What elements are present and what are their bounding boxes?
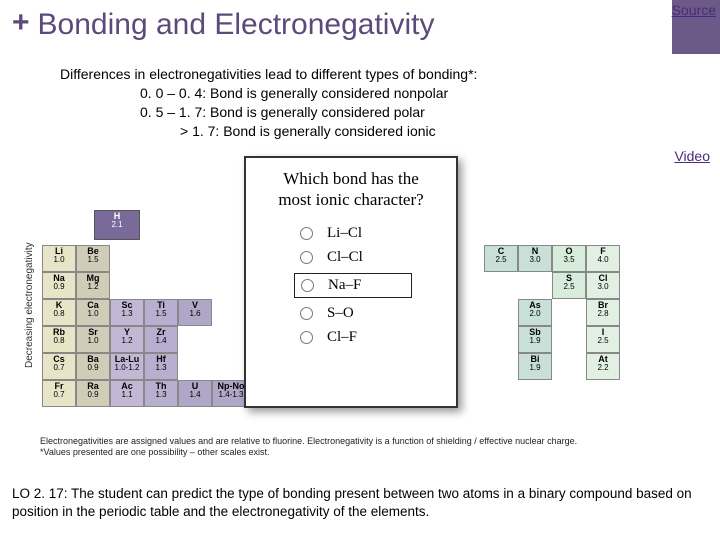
element-cell: Na0.9 — [42, 272, 76, 299]
quiz-option[interactable]: Li–Cl — [300, 225, 448, 242]
radio-icon[interactable] — [300, 227, 313, 240]
quiz-question: Which bond has the most ionic character? — [254, 168, 448, 211]
element-cell: U1.4 — [178, 380, 212, 407]
radio-icon[interactable] — [300, 331, 313, 344]
video-link[interactable]: Video — [674, 148, 710, 164]
element-cell: Hf1.3 — [144, 353, 178, 380]
element-cell: S2.5 — [552, 272, 586, 299]
source-link[interactable]: Source — [672, 2, 716, 18]
footnote: Electronegativities are assigned values … — [40, 436, 680, 459]
element-cell: C2.5 — [484, 245, 518, 272]
radio-icon[interactable] — [300, 251, 313, 264]
element-cell: Ac1.1 — [110, 380, 144, 407]
element-cell: Br2.8 — [586, 299, 620, 326]
element-cell: Ti1.5 — [144, 299, 178, 326]
element-cell: N3.0 — [518, 245, 552, 272]
intro-line: > 1. 7: Bond is generally considered ion… — [180, 122, 720, 141]
quiz-popup: Which bond has the most ionic character?… — [244, 156, 458, 408]
element-cell: Sc1.3 — [110, 299, 144, 326]
y-axis-label: Decreasing electronegativity — [24, 242, 35, 368]
footnote-line: Electronegativities are assigned values … — [40, 436, 680, 447]
element-cell: V1.6 — [178, 299, 212, 326]
element-cell: O3.5 — [552, 245, 586, 272]
element-cell: As2.0 — [518, 299, 552, 326]
element-cell: Be1.5 — [76, 245, 110, 272]
element-cell: Sr1.0 — [76, 326, 110, 353]
quiz-option-label: Cl–F — [327, 329, 357, 346]
element-cell: Fr0.7 — [42, 380, 76, 407]
element-cell: Zr1.4 — [144, 326, 178, 353]
element-cell: Rb0.8 — [42, 326, 76, 353]
radio-icon[interactable] — [301, 279, 314, 292]
quiz-option-label: Na–F — [328, 277, 361, 294]
slide-header: + Bonding and Electronegativity — [0, 0, 720, 45]
element-cell: Bi1.9 — [518, 353, 552, 380]
element-cell: Cs0.7 — [42, 353, 76, 380]
footnote-line: *Values presented are one possibility – … — [40, 447, 680, 458]
quiz-option[interactable]: Cl–Cl — [300, 249, 448, 266]
intro-line: 0. 0 – 0. 4: Bond is generally considere… — [140, 84, 720, 103]
quiz-title-line: most ionic character? — [278, 190, 423, 209]
plus-icon: + — [12, 8, 30, 38]
element-cell: Li1.0 — [42, 245, 76, 272]
element-cell: Ba0.9 — [76, 353, 110, 380]
learning-objective: LO 2. 17: The student can predict the ty… — [12, 485, 712, 520]
quiz-option-label: Li–Cl — [327, 225, 362, 242]
element-cell: Mg1.2 — [76, 272, 110, 299]
element-cell: Y1.2 — [110, 326, 144, 353]
quiz-option[interactable]: S–O — [300, 305, 448, 322]
element-cell: Th1.3 — [144, 380, 178, 407]
intro-text: Differences in electronegativities lead … — [60, 65, 720, 141]
intro-line: 0. 5 – 1. 7: Bond is generally considere… — [140, 103, 720, 122]
quiz-option-label: S–O — [327, 305, 354, 322]
element-cell: F4.0 — [586, 245, 620, 272]
element-cell: Cl3.0 — [586, 272, 620, 299]
page-title: Bonding and Electronegativity — [38, 8, 435, 41]
element-cell: Ra0.9 — [76, 380, 110, 407]
quiz-title-line: Which bond has the — [283, 169, 419, 188]
element-cell: I2.5 — [586, 326, 620, 353]
element-cell: La-Lu1.0-1.2 — [110, 353, 144, 380]
element-cell: At2.2 — [586, 353, 620, 380]
intro-line: Differences in electronegativities lead … — [60, 65, 720, 84]
quiz-option[interactable]: Na–F — [294, 273, 412, 298]
quiz-option[interactable]: Cl–F — [300, 329, 448, 346]
element-cell: K0.8 — [42, 299, 76, 326]
element-cell: Ca1.0 — [76, 299, 110, 326]
element-cell: H2.1 — [94, 210, 140, 240]
quiz-option-label: Cl–Cl — [327, 249, 363, 266]
element-cell: Sb1.9 — [518, 326, 552, 353]
radio-icon[interactable] — [300, 307, 313, 320]
